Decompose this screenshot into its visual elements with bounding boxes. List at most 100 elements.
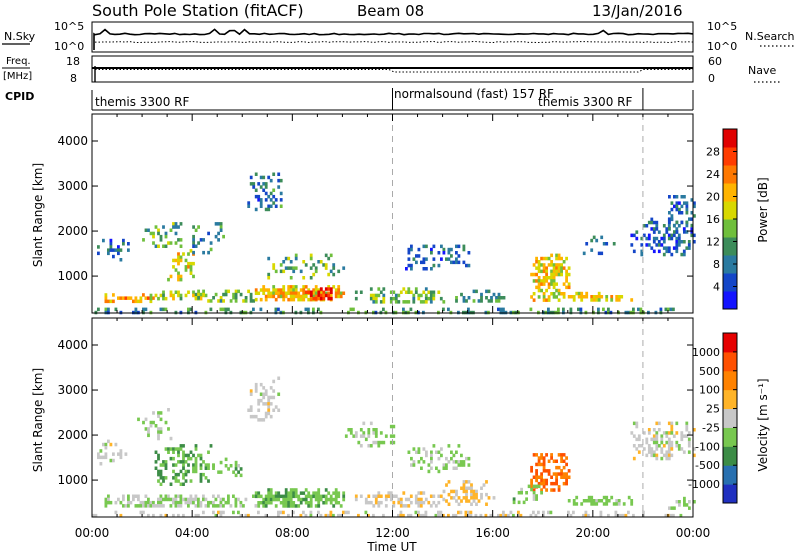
nave-tick-top: 60 — [708, 55, 722, 68]
heatmap-cell — [690, 217, 694, 221]
heatmap-cell — [667, 440, 671, 445]
heatmap-cell — [557, 288, 561, 293]
heatmap-cell — [154, 450, 158, 454]
heatmap-cell — [122, 238, 125, 243]
heatmap-cell — [462, 496, 466, 500]
heatmap-cell — [372, 428, 376, 432]
heatmap-cell — [127, 248, 130, 252]
heatmap-cell — [264, 297, 268, 302]
heatmap-cell — [174, 447, 178, 451]
heatmap-cell — [157, 296, 160, 301]
heatmap-cell — [532, 488, 536, 492]
heatmap-cell — [677, 240, 681, 244]
heatmap-cell — [309, 513, 313, 518]
heatmap-cell — [107, 497, 110, 502]
heatmap-cell — [159, 427, 163, 431]
heatmap-cell — [354, 296, 358, 301]
heatmap-cell — [312, 272, 316, 277]
heatmap-cell — [167, 447, 170, 451]
heatmap-cell — [545, 272, 548, 277]
heatmap-cell — [580, 502, 584, 506]
heatmap-cell — [309, 297, 313, 302]
heatmap-cell — [304, 494, 308, 499]
heatmap-cell — [307, 504, 311, 508]
heatmap-cell — [537, 295, 541, 299]
heatmap-cell — [462, 480, 466, 484]
heatmap-cell — [332, 266, 336, 270]
heatmap-cell — [450, 254, 453, 258]
heatmap-cell — [184, 293, 188, 298]
heatmap-cell — [430, 450, 433, 454]
heatmap-cell — [639, 307, 643, 312]
heatmap-cell — [502, 307, 505, 312]
heatmap-cell — [552, 481, 556, 486]
heatmap-cell — [292, 501, 296, 505]
heatmap-cell — [254, 291, 258, 295]
heatmap-cell — [252, 414, 256, 419]
heatmap-cell — [184, 497, 188, 502]
heatmap-cell — [219, 470, 223, 474]
heatmap-cell — [685, 201, 689, 205]
heatmap-cell — [535, 279, 538, 283]
heatmap-cell — [337, 269, 341, 274]
heatmap-cell — [267, 207, 271, 212]
heatmap-cell — [317, 296, 321, 301]
heatmap-cell — [685, 220, 689, 225]
heatmap-cell — [329, 513, 333, 518]
heatmap-cell — [665, 450, 669, 454]
nsky-tick-bottom: 10^0 — [54, 40, 84, 53]
heatmap-cell — [182, 460, 185, 464]
heatmap-cell — [254, 382, 258, 387]
heatmap-cell — [525, 497, 528, 501]
heatmap-cell — [535, 266, 538, 270]
heatmap-cell — [362, 431, 366, 435]
heatmap-cell — [667, 307, 670, 312]
heatmap-cell — [327, 272, 331, 277]
heatmap-cell — [440, 244, 443, 249]
heatmap-cell — [307, 297, 311, 302]
heatmap-cell — [157, 504, 160, 508]
heatmap-cell — [267, 405, 271, 409]
heatmap-cell — [317, 488, 321, 492]
heatmap-cell — [670, 444, 674, 448]
heatmap-cell — [189, 479, 193, 483]
heatmap-cell — [179, 238, 183, 242]
heatmap-cell — [462, 299, 466, 303]
heatmap-cell — [692, 447, 696, 451]
heatmap-cell — [287, 288, 291, 292]
heatmap-cell — [262, 288, 266, 292]
heatmap-cell — [527, 484, 531, 489]
heatmap-cell — [367, 428, 371, 432]
heatmap-cell — [542, 295, 546, 299]
heatmap-cell — [207, 463, 210, 467]
heatmap-cell — [412, 293, 416, 298]
heatmap-cell — [144, 307, 148, 312]
heatmap-cell — [212, 510, 215, 515]
heatmap-cell — [410, 263, 413, 268]
heatmap-cell — [374, 500, 378, 505]
nsearch-label: N.Search — [745, 30, 795, 43]
heatmap-cell — [292, 291, 296, 295]
heatmap-cell — [377, 293, 381, 298]
heatmap-cell — [600, 251, 604, 256]
heatmap-cell — [257, 398, 261, 403]
heatmap-cell — [314, 288, 318, 292]
heatmap-cell — [668, 195, 671, 199]
heatmap-cell — [662, 246, 666, 250]
colorbar-segment — [723, 484, 737, 504]
heatmap-cell — [475, 496, 478, 500]
heatmap-cell — [187, 456, 190, 461]
heatmap-cell — [389, 434, 393, 438]
heatmap-cell — [585, 499, 589, 503]
colorbar-tick-label: 1000 — [692, 346, 720, 359]
heatmap-cell — [207, 250, 210, 255]
heatmap-cell — [287, 504, 291, 508]
heatmap-cell — [332, 285, 336, 289]
heatmap-cell — [642, 431, 646, 435]
x-tick-label: 04:00 — [175, 526, 210, 540]
heatmap-cell — [665, 227, 669, 231]
heatmap-cell — [227, 307, 230, 312]
heatmap-cell — [685, 230, 689, 234]
heatmap-cell — [244, 497, 248, 502]
heatmap-cell — [562, 266, 566, 270]
